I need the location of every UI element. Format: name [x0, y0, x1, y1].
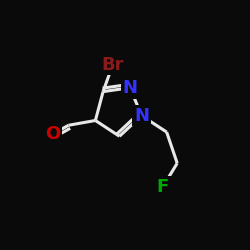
Text: Br: Br: [102, 56, 124, 74]
Text: N: N: [122, 79, 138, 97]
Text: N: N: [134, 107, 149, 125]
Text: O: O: [46, 125, 61, 143]
Text: F: F: [157, 178, 169, 196]
